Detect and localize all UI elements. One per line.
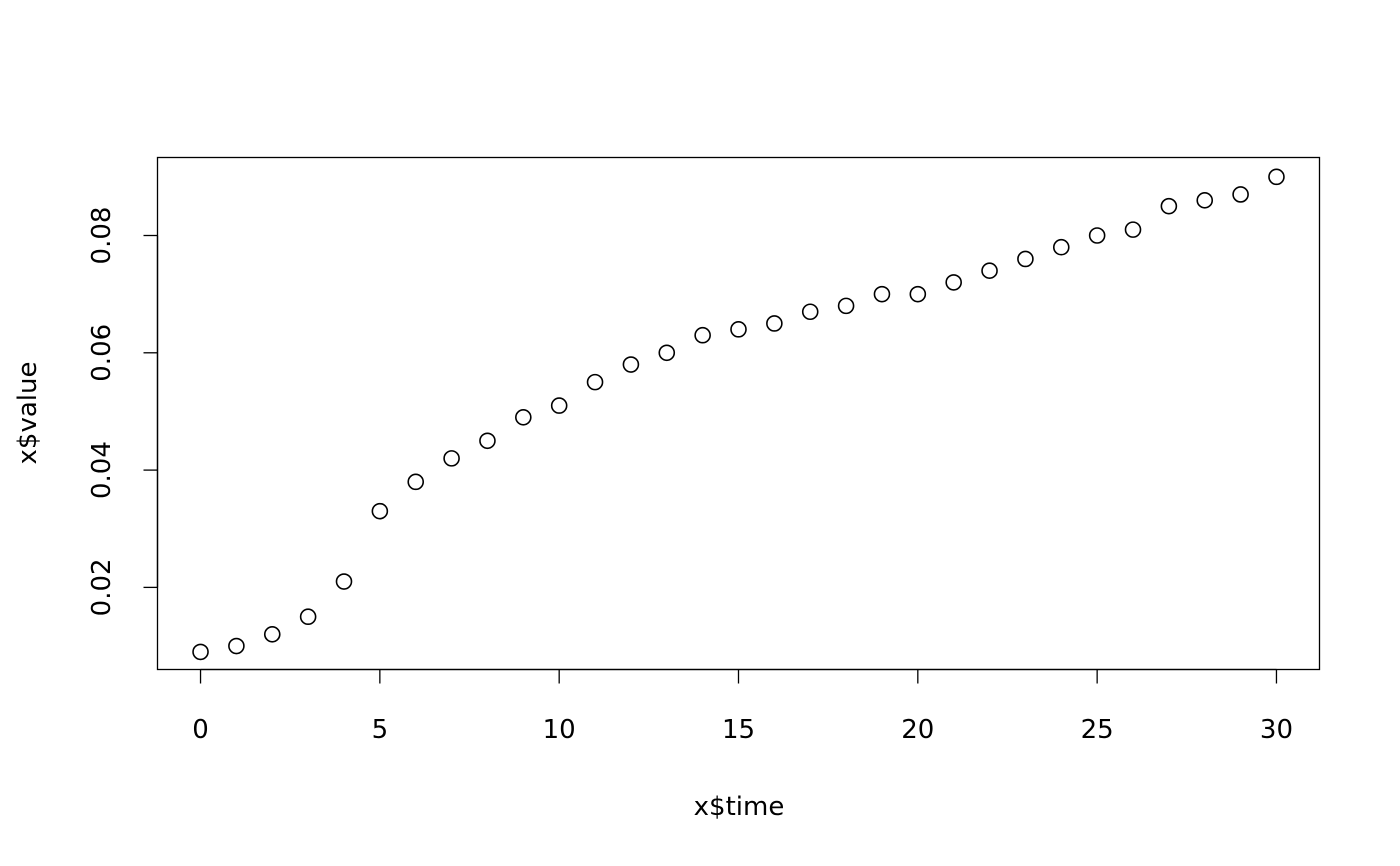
x-tick-label: 15 bbox=[722, 715, 755, 745]
data-point bbox=[981, 262, 998, 279]
data-point bbox=[479, 432, 496, 450]
y-tick-label: 0.06 bbox=[87, 324, 117, 382]
data-points bbox=[192, 168, 1285, 661]
x-axis-label: x$time bbox=[694, 792, 785, 822]
data-point bbox=[407, 473, 425, 491]
data-point bbox=[1052, 238, 1070, 256]
data-point bbox=[443, 450, 460, 467]
data-point bbox=[622, 356, 640, 373]
data-point bbox=[1124, 221, 1142, 238]
data-point bbox=[730, 321, 747, 338]
data-point bbox=[550, 397, 568, 414]
data-point bbox=[909, 285, 927, 303]
y-tick-label: 0.04 bbox=[87, 441, 117, 499]
data-point bbox=[694, 326, 711, 344]
data-point bbox=[801, 303, 819, 321]
y-tick-label: 0.02 bbox=[87, 558, 117, 616]
x-tick-label: 10 bbox=[543, 715, 576, 745]
data-point bbox=[658, 344, 676, 362]
data-point bbox=[837, 297, 855, 315]
data-point bbox=[263, 626, 281, 643]
x-tick-label: 5 bbox=[372, 715, 389, 745]
y-tick-label: 0.08 bbox=[87, 207, 117, 265]
y-axis-label: x$value bbox=[13, 362, 43, 465]
data-point bbox=[1088, 227, 1106, 244]
data-point bbox=[1232, 186, 1249, 203]
data-point bbox=[228, 637, 245, 655]
data-point bbox=[945, 274, 962, 291]
data-point bbox=[299, 608, 317, 626]
y-axis: 0.02 0.04 0.06 0.08 bbox=[87, 207, 159, 616]
data-point bbox=[1017, 250, 1034, 268]
data-point bbox=[766, 315, 783, 332]
data-point bbox=[192, 643, 209, 661]
data-point bbox=[1160, 197, 1178, 215]
data-point bbox=[1196, 192, 1214, 209]
data-point bbox=[515, 409, 532, 426]
data-point bbox=[873, 285, 891, 303]
x-axis: 0 5 10 15 20 25 30 bbox=[192, 668, 1293, 745]
plot-frame bbox=[156, 156, 1321, 671]
x-tick-label: 25 bbox=[1081, 715, 1114, 745]
data-point bbox=[586, 373, 604, 391]
data-point bbox=[335, 573, 353, 590]
x-tick-label: 20 bbox=[901, 715, 934, 745]
x-tick-label: 0 bbox=[192, 715, 209, 745]
x-tick-label: 30 bbox=[1260, 715, 1293, 745]
data-point bbox=[1268, 168, 1285, 186]
data-point bbox=[371, 502, 389, 520]
